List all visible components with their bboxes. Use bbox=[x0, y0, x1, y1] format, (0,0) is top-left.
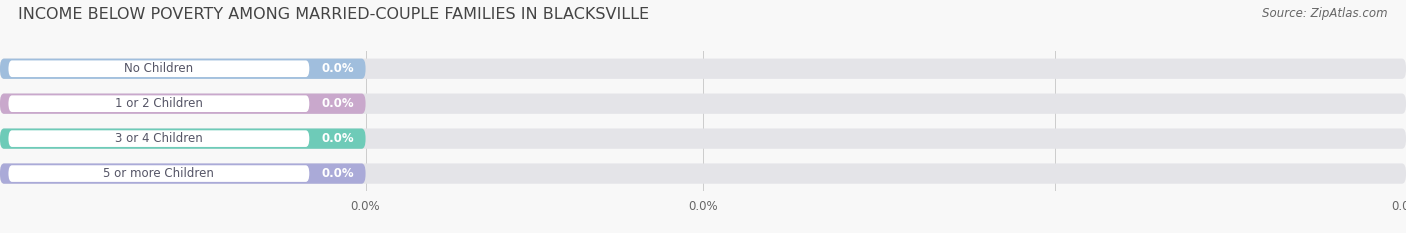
Text: 0.0%: 0.0% bbox=[1391, 200, 1406, 213]
Text: 3 or 4 Children: 3 or 4 Children bbox=[115, 132, 202, 145]
FancyBboxPatch shape bbox=[0, 93, 366, 114]
Text: 0.0%: 0.0% bbox=[321, 167, 354, 180]
FancyBboxPatch shape bbox=[0, 93, 1406, 114]
Text: 0.0%: 0.0% bbox=[321, 97, 354, 110]
Text: 0.0%: 0.0% bbox=[321, 62, 354, 75]
Text: Source: ZipAtlas.com: Source: ZipAtlas.com bbox=[1263, 7, 1388, 20]
FancyBboxPatch shape bbox=[0, 129, 1406, 149]
FancyBboxPatch shape bbox=[0, 164, 366, 184]
FancyBboxPatch shape bbox=[0, 129, 366, 149]
FancyBboxPatch shape bbox=[8, 95, 309, 112]
Text: 1 or 2 Children: 1 or 2 Children bbox=[115, 97, 202, 110]
FancyBboxPatch shape bbox=[0, 59, 366, 79]
FancyBboxPatch shape bbox=[0, 59, 1406, 79]
FancyBboxPatch shape bbox=[8, 60, 309, 77]
FancyBboxPatch shape bbox=[0, 164, 1406, 184]
Text: INCOME BELOW POVERTY AMONG MARRIED-COUPLE FAMILIES IN BLACKSVILLE: INCOME BELOW POVERTY AMONG MARRIED-COUPL… bbox=[18, 7, 650, 22]
Text: 0.0%: 0.0% bbox=[688, 200, 718, 213]
Text: 0.0%: 0.0% bbox=[321, 132, 354, 145]
Text: 5 or more Children: 5 or more Children bbox=[104, 167, 214, 180]
FancyBboxPatch shape bbox=[8, 130, 309, 147]
Text: 0.0%: 0.0% bbox=[350, 200, 381, 213]
Text: No Children: No Children bbox=[124, 62, 194, 75]
FancyBboxPatch shape bbox=[8, 165, 309, 182]
